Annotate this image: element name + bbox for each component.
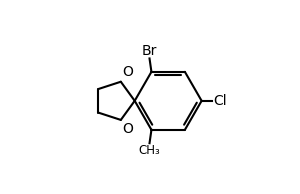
Text: O: O: [122, 122, 133, 136]
Text: O: O: [122, 65, 133, 79]
Text: Br: Br: [142, 43, 157, 57]
Text: Cl: Cl: [213, 94, 226, 108]
Text: CH₃: CH₃: [139, 144, 160, 157]
